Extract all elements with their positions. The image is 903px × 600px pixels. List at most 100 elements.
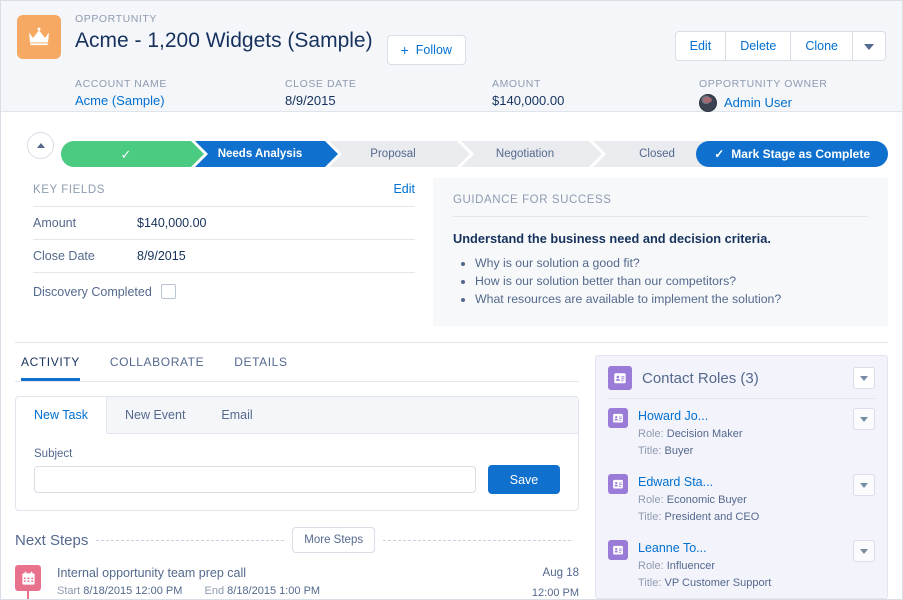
guidance-bullet: Why is our solution a good fit? bbox=[475, 254, 868, 272]
list-item-date: Aug 18 bbox=[542, 567, 579, 579]
field-label: CLOSE DATE bbox=[285, 78, 357, 90]
list-item: Howard Jo... Role: Decision Maker Title:… bbox=[608, 399, 875, 465]
title-value: VP Customer Support bbox=[664, 577, 772, 589]
mark-stage-complete-button[interactable]: ✓ Mark Stage as Complete bbox=[696, 141, 888, 167]
record-title-block: OPPORTUNITY Acme - 1,200 Widgets (Sample… bbox=[75, 13, 373, 55]
record-header: OPPORTUNITY Acme - 1,200 Widgets (Sample… bbox=[1, 1, 902, 112]
divider bbox=[96, 539, 285, 541]
guidance-title: GUIDANCE FOR SUCCESS bbox=[453, 194, 868, 217]
tab-details[interactable]: DETAILS bbox=[234, 355, 288, 369]
key-fields-edit-link[interactable]: Edit bbox=[393, 182, 415, 196]
path-stage-label: Closed bbox=[639, 148, 675, 160]
path-stage-label: Proposal bbox=[370, 148, 416, 160]
list-item: Edward Sta... Role: Economic Buyer Title… bbox=[608, 465, 875, 531]
path-stage-label: Negotiation bbox=[495, 148, 555, 160]
subject-input[interactable] bbox=[34, 466, 476, 493]
guidance-bullet: How is our solution better than our comp… bbox=[475, 272, 868, 290]
tab-activity[interactable]: ACTIVITY bbox=[21, 355, 80, 381]
path-stage-label: Needs Analysis bbox=[217, 148, 303, 160]
record-actions: Edit Delete Clone bbox=[674, 31, 886, 61]
key-fields-panel: KEY FIELDS Edit Amount $140,000.00 Close… bbox=[15, 178, 433, 326]
list-item[interactable]: Internal opportunity team prep call Star… bbox=[15, 565, 579, 599]
composer-tab-new-task[interactable]: New Task bbox=[16, 397, 107, 434]
path-stage-completed[interactable]: ✓ bbox=[61, 141, 208, 167]
composer-tab-email[interactable]: Email bbox=[221, 408, 253, 422]
field-value: $140,000.00 bbox=[492, 93, 565, 108]
path-stage-proposal[interactable]: Proposal bbox=[329, 141, 474, 167]
plus-icon: + bbox=[400, 42, 409, 58]
record-header-top: OPPORTUNITY Acme - 1,200 Widgets (Sample… bbox=[17, 13, 886, 65]
key-field-value: 8/9/2015 bbox=[137, 249, 186, 263]
follow-button-label: Follow bbox=[415, 43, 452, 57]
follow-button[interactable]: + Follow bbox=[386, 35, 466, 65]
field-label: OPPORTUNITY OWNER bbox=[699, 78, 828, 90]
start-value: 8/18/2015 12:00 PM bbox=[83, 585, 183, 597]
edit-button[interactable]: Edit bbox=[675, 32, 726, 60]
title-value: President and CEO bbox=[664, 511, 760, 523]
contact-role-menu-button[interactable] bbox=[853, 474, 875, 496]
composer-tabs: New Task New Event Email bbox=[16, 397, 578, 434]
key-field-row-close-date: Close Date 8/9/2015 bbox=[33, 239, 415, 272]
discovery-completed-label: Discovery Completed bbox=[33, 284, 152, 299]
contact-name-link[interactable]: Edward Sta... bbox=[638, 475, 714, 489]
key-field-label: Amount bbox=[33, 216, 77, 230]
field-close-date: CLOSE DATE 8/9/2015 bbox=[285, 77, 492, 112]
guidance-bullet: What resources are available to implemen… bbox=[475, 290, 868, 308]
contact-role-menu-button[interactable] bbox=[853, 540, 875, 562]
contact-role-field: Role: Economic Buyer bbox=[638, 493, 853, 507]
sales-path bbox=[1, 112, 902, 164]
field-value[interactable]: Admin User bbox=[724, 95, 792, 110]
contact-name-link[interactable]: Leanne To... bbox=[638, 541, 707, 555]
activity-composer: New Task New Event Email Subject Save bbox=[15, 396, 579, 511]
list-item: Leanne To... Role: Influencer Title: VP … bbox=[608, 531, 875, 597]
contact-title-field: Title: VP Customer Support bbox=[638, 576, 853, 590]
next-steps-title: Next Steps bbox=[15, 531, 89, 549]
composer-body: Subject Save bbox=[16, 434, 578, 510]
contact-name-link[interactable]: Howard Jo... bbox=[638, 409, 709, 423]
composer-tab-new-event[interactable]: New Event bbox=[124, 408, 186, 422]
check-icon: ✓ bbox=[714, 147, 725, 161]
tab-collaborate[interactable]: COLLABORATE bbox=[109, 355, 205, 369]
chevron-up-icon bbox=[36, 143, 45, 148]
contact-role-field: Role: Influencer bbox=[638, 559, 853, 573]
delete-button[interactable]: Delete bbox=[725, 32, 791, 60]
contact-roles-panel: Contact Roles (3) H bbox=[595, 355, 888, 599]
record-type-label: OPPORTUNITY bbox=[75, 13, 158, 25]
save-button[interactable]: Save bbox=[488, 465, 560, 494]
contact-title-field: Title: Buyer bbox=[638, 444, 853, 458]
contact-role-menu-button[interactable] bbox=[853, 408, 875, 430]
title-label: Title: bbox=[638, 511, 662, 523]
activity-column: ACTIVITY COLLABORATE DETAILS New Task Ne… bbox=[15, 343, 595, 599]
path-collapse-button[interactable] bbox=[27, 132, 54, 159]
path-stage-negotiation[interactable]: Negotiation bbox=[461, 141, 606, 167]
path-stage-needs-analysis[interactable]: Needs Analysis bbox=[195, 141, 342, 167]
field-label: AMOUNT bbox=[492, 78, 541, 90]
record-body: ACTIVITY COLLABORATE DETAILS New Task Ne… bbox=[1, 343, 902, 599]
list-item-datetime: Aug 18 12:00 PM bbox=[531, 565, 579, 599]
list-item-meta: Start 8/18/2015 12:00 PM End 8/18/2015 1… bbox=[57, 585, 532, 597]
key-field-label: Close Date bbox=[33, 249, 95, 263]
field-label: ACCOUNT NAME bbox=[75, 78, 167, 90]
guidance-heading: Understand the business need and decisio… bbox=[453, 231, 771, 246]
clone-button[interactable]: Clone bbox=[790, 32, 852, 60]
contact-card-icon bbox=[608, 408, 628, 428]
list-item-time: 12:00 PM bbox=[531, 587, 579, 599]
key-fields-header: KEY FIELDS Edit bbox=[33, 178, 415, 206]
field-value[interactable]: Acme (Sample) bbox=[75, 93, 165, 108]
check-icon: ✓ bbox=[120, 146, 132, 162]
title-label: Title: bbox=[638, 577, 662, 589]
list-item-title[interactable]: Internal opportunity team prep call bbox=[57, 566, 246, 580]
mark-stage-complete-label: Mark Stage as Complete bbox=[731, 147, 870, 161]
guidance-bullets: Why is our solution a good fit? How is o… bbox=[453, 254, 868, 308]
more-actions-button[interactable] bbox=[852, 32, 885, 60]
record-highlight-fields: ACCOUNT NAME Acme (Sample) CLOSE DATE 8/… bbox=[17, 77, 886, 112]
field-value: 8/9/2015 bbox=[285, 93, 336, 108]
contact-roles-menu-button[interactable] bbox=[853, 367, 875, 389]
contact-card-icon bbox=[608, 540, 628, 560]
role-value: Economic Buyer bbox=[666, 494, 747, 506]
owner-row: Admin User bbox=[699, 93, 827, 112]
more-steps-button[interactable]: More Steps bbox=[292, 527, 376, 553]
discovery-completed-checkbox[interactable] bbox=[160, 284, 176, 299]
main-tabs: ACTIVITY COLLABORATE DETAILS bbox=[15, 343, 579, 382]
subject-label: Subject bbox=[34, 448, 73, 460]
